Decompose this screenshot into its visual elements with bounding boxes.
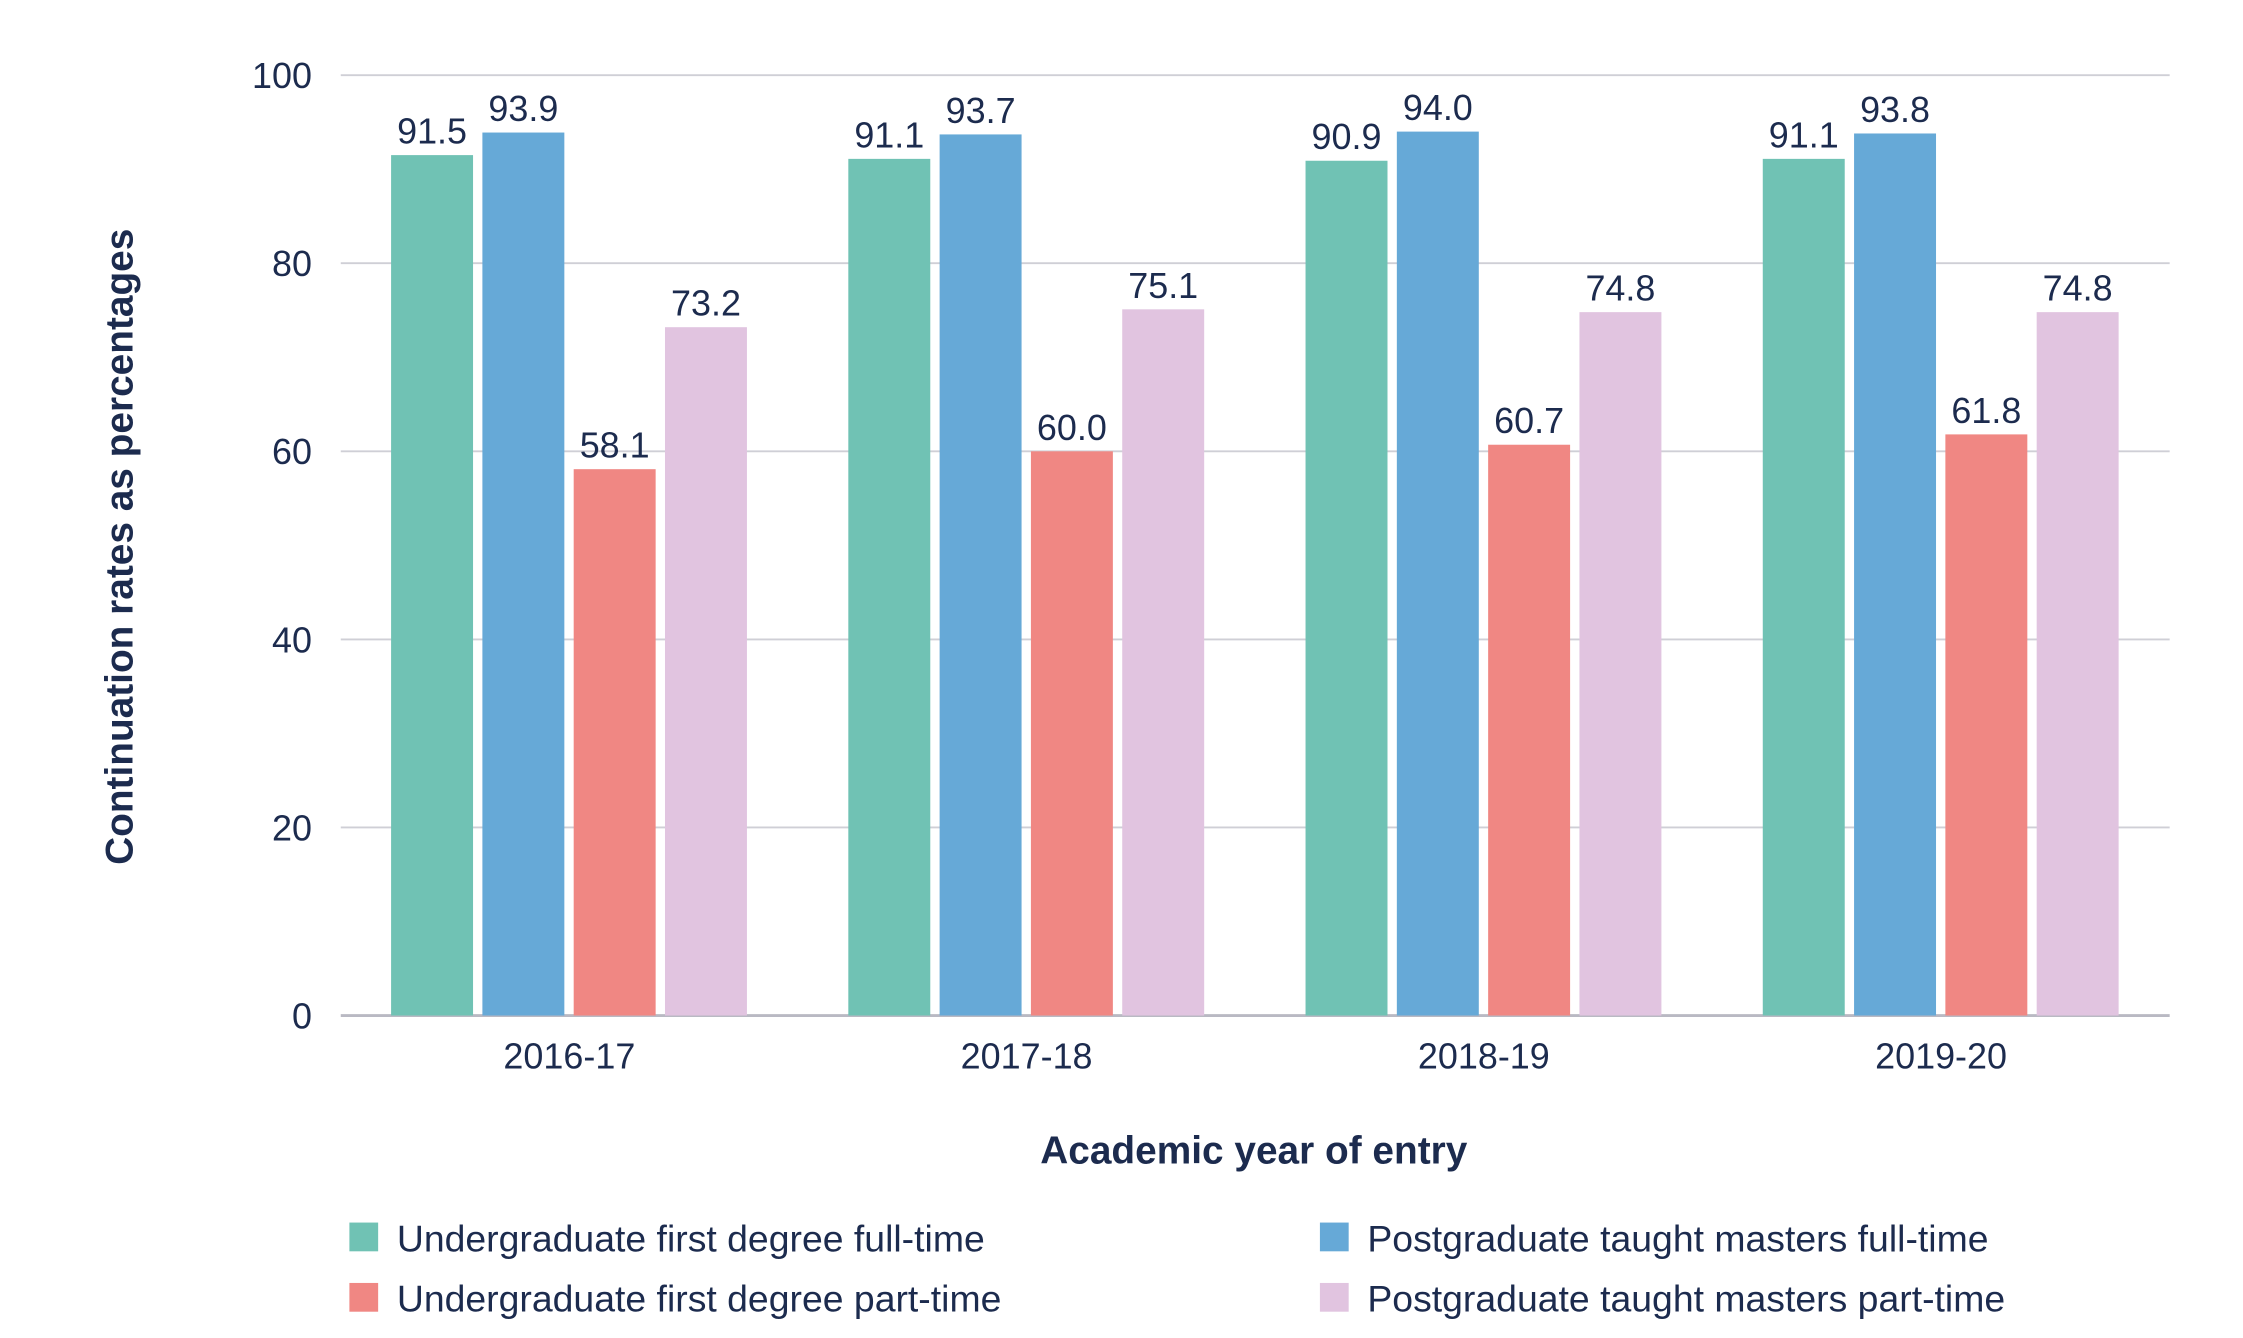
y-tick-label: 60 (272, 431, 312, 472)
bar (1945, 434, 2028, 1016)
bar (482, 132, 565, 1016)
data-label: 93.8 (1860, 89, 1930, 130)
y-tick-label: 20 (272, 807, 312, 848)
data-label: 61.8 (1951, 390, 2021, 431)
bar (1762, 158, 1845, 1016)
x-tick-labels: 2016-17 2017-18 2018-19 2019-20 (503, 1036, 2007, 1077)
legend-label: Postgraduate taught masters full-time (1367, 1217, 1988, 1259)
legend: Undergraduate first degree full-time Post… (349, 1217, 2005, 1320)
legend-label: Undergraduate first degree part-time (397, 1278, 1002, 1320)
y-tick-label: 0 (292, 995, 312, 1036)
x-tick-label: 2016-17 (503, 1036, 635, 1077)
data-label: 91.5 (397, 111, 467, 152)
legend-item: Postgraduate taught masters part-time (1319, 1278, 2005, 1320)
x-axis-title: Academic year of entry (1040, 1130, 1468, 1173)
bar (2036, 312, 2119, 1016)
data-label: 75.1 (1128, 265, 1198, 306)
legend-swatch (349, 1282, 379, 1312)
legend-item: Undergraduate first degree part-time (349, 1278, 1001, 1320)
y-axis-title: Continuation rates as percentages (98, 229, 141, 865)
bar (391, 155, 474, 1016)
legend-item: Postgraduate taught masters full-time (1319, 1217, 1989, 1259)
bar (848, 158, 931, 1016)
legend-swatch (1319, 1282, 1349, 1312)
data-label: 93.9 (488, 88, 558, 129)
data-label: 74.8 (1585, 268, 1655, 309)
data-label: 90.9 (1312, 116, 1382, 157)
bars (391, 131, 2119, 1016)
bar (1854, 133, 1937, 1016)
legend-swatch (349, 1222, 379, 1252)
data-label: 60.7 (1494, 400, 1564, 441)
bar (1396, 131, 1479, 1016)
y-tick-labels: 0 20 40 60 80 100 (252, 55, 312, 1036)
y-tick-label: 80 (272, 243, 312, 284)
y-tick-label: 40 (272, 619, 312, 660)
data-label: 74.8 (2043, 268, 2113, 309)
data-label: 60.0 (1037, 407, 1107, 448)
legend-item: Undergraduate first degree full-time (349, 1217, 985, 1259)
y-tick-label: 100 (252, 55, 312, 96)
bar (573, 469, 656, 1016)
x-tick-label: 2019-20 (1875, 1036, 2007, 1077)
data-label: 58.1 (580, 425, 650, 466)
legend-swatch (1319, 1222, 1349, 1252)
bar (1579, 312, 1662, 1016)
data-labels: 91.5 93.9 58.1 73.2 91.1 93.7 60.0 75.1 90.9 94.0… (397, 87, 2113, 466)
data-label: 91.1 (854, 114, 924, 155)
data-label: 94.0 (1403, 87, 1473, 128)
bar (939, 134, 1022, 1016)
bar (1305, 160, 1388, 1016)
bar (1122, 309, 1205, 1016)
bar (1488, 444, 1571, 1016)
data-label: 93.7 (946, 90, 1016, 131)
data-label: 73.2 (671, 283, 741, 324)
legend-label: Postgraduate taught masters part-time (1367, 1278, 2005, 1320)
x-tick-label: 2018-19 (1418, 1036, 1550, 1077)
data-label: 91.1 (1769, 114, 1839, 155)
x-tick-label: 2017-18 (961, 1036, 1093, 1077)
legend-label: Undergraduate first degree full-time (397, 1217, 985, 1259)
bar (1030, 451, 1113, 1016)
bar (664, 327, 747, 1016)
